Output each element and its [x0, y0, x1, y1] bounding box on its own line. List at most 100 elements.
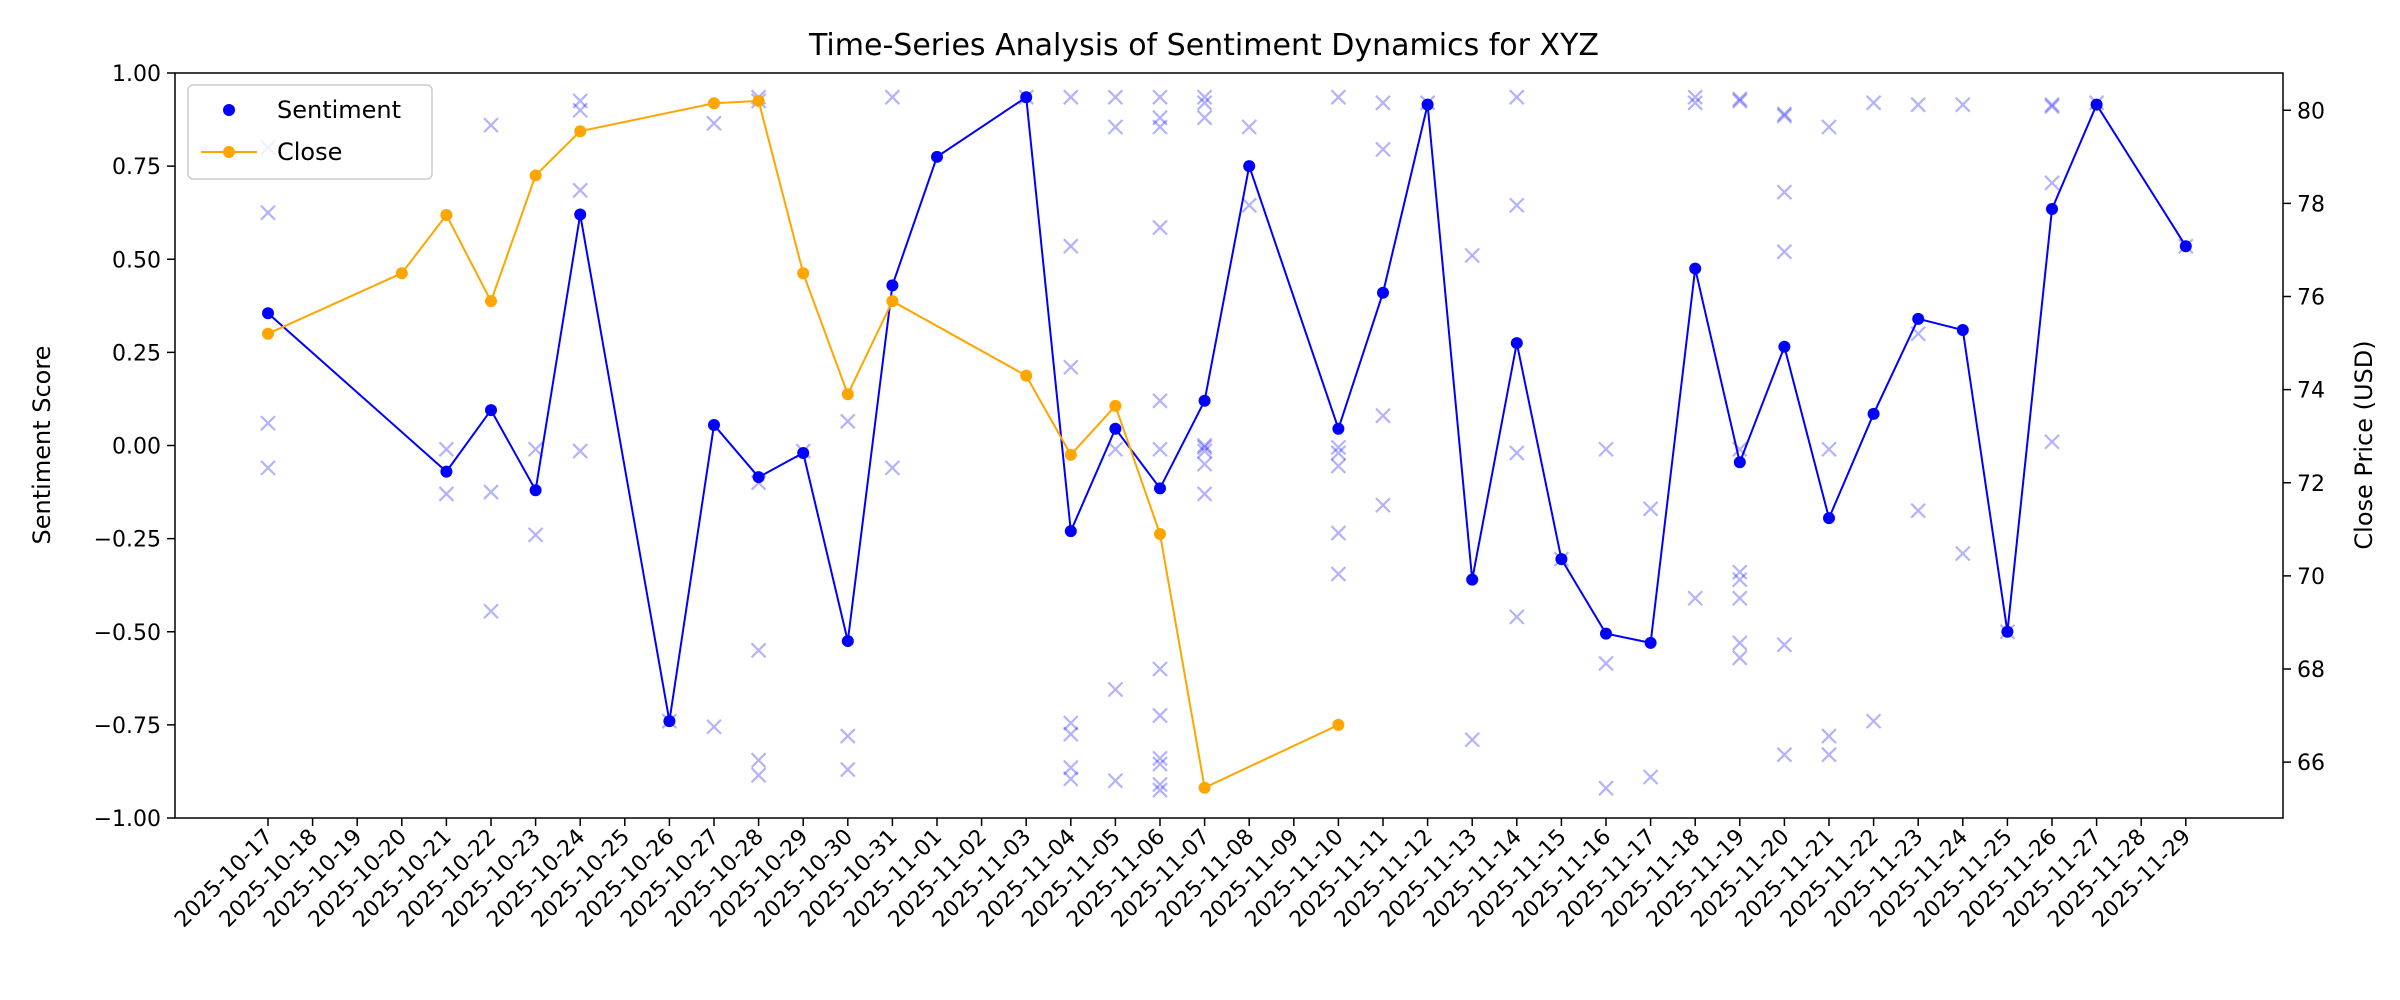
raw-sentiment-marker: [884, 460, 901, 476]
raw-sentiment-marker: [1821, 728, 1837, 744]
y-tick-label: 0.25: [112, 341, 161, 366]
raw-sentiment-marker: [1464, 247, 1480, 264]
raw-sentiment-marker: [1375, 141, 1391, 158]
raw-sentiment-marker: [1152, 661, 1168, 677]
close-point: [1109, 399, 1122, 412]
raw-sentiment-marker: [1152, 89, 1168, 105]
raw-sentiment-marker: [527, 527, 544, 543]
sentiment-point: [1377, 286, 1389, 299]
raw-sentiment-marker: [2044, 98, 2060, 115]
sentiment-point: [1600, 627, 1612, 640]
close-point: [262, 327, 274, 340]
raw-sentiment-marker: [750, 767, 767, 783]
sentiment-point: [1823, 512, 1835, 525]
y2-tick-label: 66: [2297, 751, 2325, 776]
raw-sentiment-marker: [1152, 109, 1168, 126]
raw-sentiment-marker: [1375, 407, 1391, 424]
y2-tick-label: 80: [2297, 99, 2325, 124]
raw-sentiment-marker: [1509, 89, 1525, 105]
sentiment-point: [485, 404, 497, 417]
raw-sentiment-marker: [1375, 497, 1391, 513]
raw-sentiment-marker: [1152, 776, 1168, 793]
sentiment-point: [1510, 337, 1523, 350]
raw-sentiment-marker: [1196, 443, 1213, 459]
chart-title: Time-Series Analysis of Sentiment Dynami…: [808, 28, 1599, 63]
raw-sentiment-marker: [1152, 707, 1168, 724]
raw-sentiment-marker: [527, 441, 544, 458]
raw-sentiment-marker: [1821, 441, 1837, 458]
y-tick-label: 0.75: [112, 155, 161, 180]
raw-sentiment-marker: [1107, 681, 1124, 698]
sentiment-point: [1020, 91, 1033, 104]
sentiment-point: [1421, 98, 1434, 111]
raw-sentiment-marker: [1642, 769, 1659, 785]
raw-sentiment-marker: [260, 204, 276, 221]
raw-sentiment-marker: [2044, 433, 2060, 450]
close-point: [752, 94, 765, 107]
sentiment-point: [1912, 312, 1925, 325]
sentiment-point: [574, 208, 587, 221]
raw-sentiment-marker: [1687, 89, 1703, 105]
sentiment-point: [797, 446, 810, 459]
raw-sentiment-marker: [1330, 439, 1347, 456]
raw-sentiment-marker: [1152, 119, 1168, 135]
close-point: [708, 97, 720, 110]
raw-sentiment-marker: [1152, 782, 1168, 798]
raw-sentiment-marker: [1776, 108, 1793, 124]
sentiment-point: [529, 484, 542, 497]
sentiment-point: [1466, 573, 1479, 586]
raw-sentiment-marker: [1063, 726, 1079, 742]
y-tick-label: −0.25: [94, 528, 161, 553]
raw-sentiment-marker: [840, 761, 856, 778]
raw-sentiment-marker: [884, 89, 901, 105]
sentiment-point: [752, 471, 765, 484]
raw-sentiment-marker: [1509, 445, 1525, 461]
raw-sentiment-marker: [1196, 437, 1213, 454]
raw-sentiment-marker: [1464, 731, 1480, 748]
raw-sentiment-marker: [483, 117, 499, 133]
raw-sentiment-marker: [1152, 393, 1168, 409]
sentiment-point: [708, 419, 720, 432]
y2-tick-label: 72: [2297, 472, 2325, 497]
raw-sentiment-marker: [1375, 95, 1391, 111]
raw-sentiment-marker: [1687, 95, 1703, 111]
raw-sentiment-marker: [260, 460, 276, 476]
raw-sentiment-marker: [1509, 609, 1525, 625]
raw-sentiment-marker: [1330, 89, 1347, 105]
sentiment-point: [2046, 202, 2058, 215]
raw-sentiment-marker: [1776, 746, 1793, 763]
legend-sentiment-label: Sentiment: [277, 96, 401, 124]
sentiment-point: [1778, 340, 1791, 353]
legend-sentiment-marker: [223, 104, 235, 116]
sentiment-point: [2090, 98, 2103, 111]
raw-sentiment-marker: [1196, 456, 1213, 472]
raw-sentiment-marker: [1955, 545, 1971, 562]
sentiment-point: [1555, 553, 1568, 566]
raw-sentiment-marker: [1196, 109, 1213, 126]
raw-sentiment-marker: [1732, 564, 1748, 580]
raw-sentiment-marker: [1196, 89, 1213, 105]
close-point: [485, 295, 497, 308]
raw-sentiment-marker: [1063, 359, 1079, 376]
raw-sentiment-marker: [1955, 96, 1971, 113]
raw-sentiment-marker: [1642, 501, 1659, 517]
sentiment-point: [1867, 407, 1880, 420]
close-point: [1332, 718, 1345, 731]
sentiment-point: [262, 307, 274, 320]
raw-sentiment-marker: [1152, 750, 1168, 767]
raw-sentiment-marker: [1330, 525, 1347, 541]
raw-sentiment-marker: [1776, 106, 1793, 122]
sentiment-point: [663, 715, 676, 728]
close-point: [529, 169, 542, 182]
y2-tick-label: 70: [2297, 565, 2325, 590]
raw-sentiment-marker: [1196, 486, 1213, 502]
y2-tick-label: 76: [2297, 286, 2325, 311]
y2-tick-label: 74: [2297, 379, 2325, 404]
raw-sentiment-marker: [1152, 441, 1168, 458]
raw-sentiment-marker: [260, 415, 276, 431]
sentiment-point: [1689, 262, 1702, 275]
raw-sentiment-marker: [483, 603, 499, 620]
raw-sentiment-marker: [1776, 184, 1793, 200]
raw-sentiment-marker: [1063, 759, 1079, 776]
raw-sentiment-marker: [1063, 715, 1079, 731]
